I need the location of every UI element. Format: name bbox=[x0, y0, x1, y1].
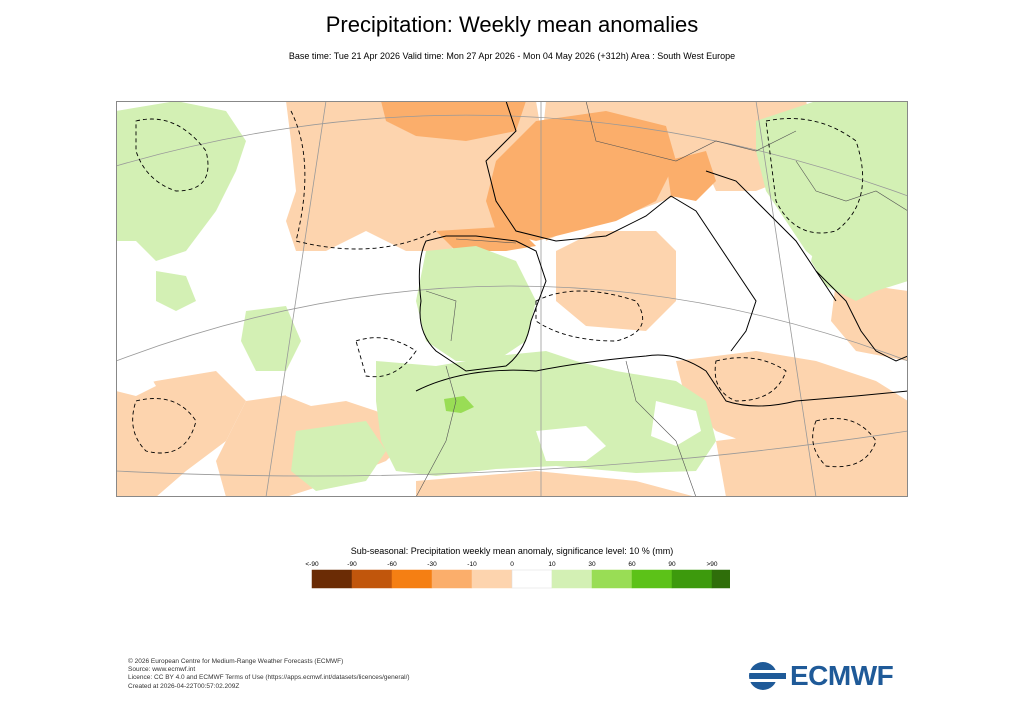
wet-region-west-atlantic-south bbox=[241, 306, 301, 371]
contour-2 bbox=[290, 110, 437, 250]
dry-strong-alps bbox=[666, 151, 716, 201]
parallel-south bbox=[116, 430, 908, 477]
legend-tick-labels: <-90 -90 -60 -30 -10 0 10 30 60 90 >90 bbox=[305, 561, 717, 568]
wet-region-balkans bbox=[756, 101, 908, 291]
footer: © 2026 European Centre for Medium-Range … bbox=[128, 658, 410, 691]
legend-swatch bbox=[591, 569, 633, 589]
footer-created: Created at 2026-04-22T00:57:02.209Z bbox=[128, 682, 240, 690]
parallel-north bbox=[116, 114, 908, 197]
footer-source: Source: www.ecmwf.int bbox=[128, 666, 196, 674]
legend-tick-label: 30 bbox=[588, 561, 596, 568]
contour-3 bbox=[535, 290, 644, 342]
wet-strong-regions bbox=[444, 396, 474, 413]
coast-adriatic bbox=[705, 170, 837, 302]
wet-region-maghreb bbox=[376, 351, 716, 476]
dry-strong-channel bbox=[381, 101, 526, 141]
border-spain-portugal bbox=[425, 290, 457, 342]
legend-swatch bbox=[551, 569, 593, 589]
border-morocco-algeria bbox=[415, 365, 457, 497]
dry-strong-regions bbox=[381, 101, 716, 251]
wet-region-atlantic-small bbox=[156, 271, 196, 311]
wet-region-morocco-south bbox=[291, 421, 386, 491]
contour-8 bbox=[355, 337, 417, 378]
legend-tick-label: 10 bbox=[548, 561, 556, 568]
legend-swatch bbox=[391, 569, 433, 589]
contour-6 bbox=[812, 418, 877, 468]
white-patch-4 bbox=[116, 369, 156, 396]
dry-strong-pyrenees bbox=[436, 226, 536, 251]
wet-region-north-atlantic bbox=[116, 101, 246, 261]
dry-region-sahara-south bbox=[416, 471, 696, 497]
coastlines bbox=[415, 101, 908, 407]
country-borders bbox=[415, 101, 908, 497]
dry-strong-france bbox=[486, 111, 676, 241]
legend-swatch bbox=[671, 569, 713, 589]
white-patch-3 bbox=[536, 426, 606, 461]
map-frame bbox=[116, 101, 908, 497]
colour-legend: <-90 -90 -60 -30 -10 0 10 30 60 90 >90 bbox=[305, 561, 730, 589]
coast-france bbox=[485, 101, 672, 242]
border-france-spain bbox=[455, 238, 517, 244]
dry-region-south-west bbox=[116, 371, 246, 497]
legend-swatch bbox=[431, 569, 473, 589]
legend-tick-label: 0 bbox=[510, 561, 514, 568]
dry-region-east-med bbox=[676, 351, 908, 497]
ecmwf-logo-icon bbox=[748, 662, 786, 690]
legend-swatches bbox=[311, 569, 730, 589]
meridian-1 bbox=[265, 101, 327, 497]
coast-balkans-greece bbox=[815, 270, 908, 362]
border-algeria-tunisia bbox=[625, 360, 677, 442]
legend-tick-label: <-90 bbox=[305, 561, 319, 568]
wet-region-greece bbox=[811, 241, 876, 301]
dry-region-libya bbox=[716, 431, 836, 497]
legend-tick-label: -90 bbox=[347, 561, 357, 568]
ecmwf-logo[interactable]: ECMWF bbox=[748, 660, 894, 692]
border-central-europe bbox=[585, 101, 797, 162]
border-libya bbox=[675, 440, 697, 497]
dry-region-central-med bbox=[556, 231, 676, 331]
meridian-3 bbox=[755, 101, 817, 497]
legend-swatch bbox=[351, 569, 393, 589]
contour-1 bbox=[135, 118, 209, 192]
legend-swatch bbox=[511, 569, 553, 589]
wet-strong-patch-algeria bbox=[444, 396, 474, 413]
parallel-middle bbox=[116, 285, 908, 362]
white-patch-2 bbox=[651, 401, 701, 446]
coast-italy bbox=[670, 195, 757, 352]
coast-north-africa bbox=[415, 354, 908, 407]
contour-7 bbox=[765, 118, 864, 234]
legend-tick-label: -30 bbox=[427, 561, 437, 568]
footer-licence: Licence: CC BY 4.0 and ECMWF Terms of Us… bbox=[128, 674, 410, 682]
border-balkans bbox=[795, 160, 908, 212]
legend-tick-label: 90 bbox=[668, 561, 676, 568]
coast-iberia bbox=[418, 235, 547, 372]
graticule bbox=[116, 101, 908, 497]
ecmwf-logo-text: ECMWF bbox=[790, 660, 894, 691]
legend-title: Sub-seasonal: Precipitation weekly mean … bbox=[350, 546, 674, 556]
non-significant-patches bbox=[116, 361, 701, 461]
legend-swatch bbox=[631, 569, 673, 589]
significance-contours bbox=[132, 110, 877, 468]
precipitation-anomaly-map[interactable] bbox=[116, 101, 908, 497]
wet-anomaly-regions bbox=[116, 101, 908, 491]
page-title: Precipitation: Weekly mean anomalies bbox=[325, 12, 699, 37]
legend-tick-label: -10 bbox=[467, 561, 477, 568]
footer-copyright: © 2026 European Centre for Medium-Range … bbox=[128, 658, 344, 665]
contour-4 bbox=[714, 357, 787, 402]
legend-swatch bbox=[711, 569, 730, 589]
dry-region-atlantic bbox=[286, 101, 546, 251]
legend-tick-label: -60 bbox=[387, 561, 397, 568]
contour-5 bbox=[132, 398, 197, 454]
legend-tick-label: >90 bbox=[706, 561, 717, 568]
legend-swatch bbox=[311, 569, 353, 589]
white-patch-1 bbox=[286, 361, 356, 406]
legend-tick-label: 60 bbox=[628, 561, 636, 568]
page-subtitle: Base time: Tue 21 Apr 2026 Valid time: M… bbox=[288, 51, 736, 61]
wet-region-iberia bbox=[416, 246, 536, 361]
legend-swatch bbox=[471, 569, 513, 589]
